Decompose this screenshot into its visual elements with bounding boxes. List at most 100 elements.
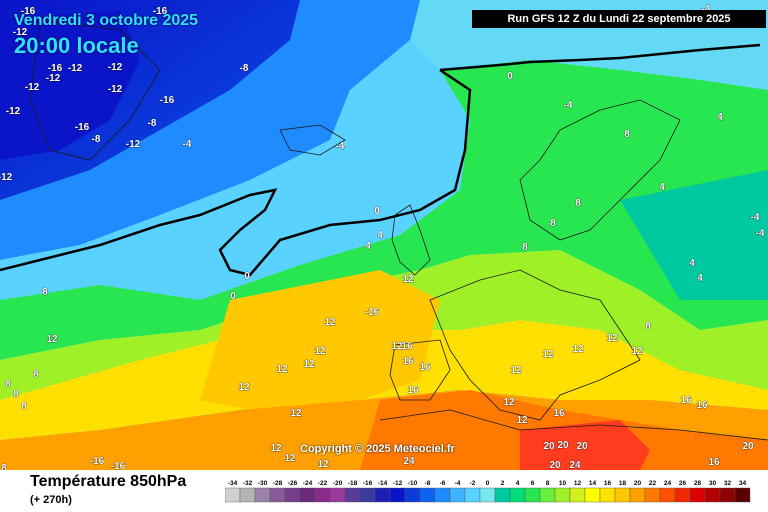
isotherm-label: 8 [1, 463, 7, 470]
isotherm-label: -16 [365, 307, 380, 318]
scale-swatch [719, 487, 736, 503]
scale-swatch [299, 487, 316, 503]
isotherm-label: 8 [575, 198, 581, 209]
isotherm-labels: -16 -16-12-16 -12 -12 -8-12-12 -12-16-12-8-16… [0, 4, 765, 470]
isotherm-label: 12 [402, 274, 414, 285]
forecast-lead: (+ 270h) [30, 494, 72, 506]
scale-label: 0 [486, 480, 490, 487]
scale-label: -2 [470, 480, 476, 487]
scale-label: -16 [363, 480, 373, 487]
isotherm-label: -12 [6, 106, 21, 117]
isotherm-label: 0 [230, 291, 236, 302]
coastline-europe [429, 269, 641, 421]
valid-time: 20:00 locale [14, 33, 139, 58]
scale-swatch [449, 487, 466, 503]
scale-swatch [614, 487, 631, 503]
isotherm-label: 12 [324, 317, 336, 328]
isotherm-label: 0 [507, 71, 513, 82]
scale-label: 26 [679, 480, 687, 487]
scale-label: -8 [425, 480, 431, 487]
red-zone [520, 420, 650, 470]
scale-swatch [225, 487, 241, 503]
scale-label: -14 [378, 480, 388, 487]
scale-swatch [599, 487, 616, 503]
scale-swatch [404, 487, 421, 503]
isotherm-label: 12 [516, 415, 528, 426]
isotherm-label: 16 [407, 385, 419, 396]
scale-label: -10 [408, 480, 418, 487]
scale-swatch [584, 487, 601, 503]
scale-label: -26 [288, 480, 298, 487]
isotherm-label: -12 [13, 27, 28, 38]
scale-label: 32 [724, 480, 732, 487]
isotherm-label: 4 [365, 241, 371, 252]
isotherm-label: 12 [503, 397, 515, 408]
very-cold-zone [0, 10, 140, 160]
scale-label: 12 [574, 480, 582, 487]
coastline-britain [391, 204, 431, 276]
isotherm-label: 20 [549, 460, 561, 470]
isotherm-label: -4 [183, 139, 192, 150]
scale-swatch [269, 487, 286, 503]
temperature-map: -16 -16-12-16 -12 -12 -8-12-12 -12-16-12-8-16… [0, 0, 768, 470]
cyan-band-atlantic [0, 40, 470, 300]
scale-label: 28 [694, 480, 702, 487]
scale-label: 10 [559, 480, 567, 487]
isotherm-label: -4 [564, 100, 573, 111]
scale-label: -24 [303, 480, 313, 487]
coastline-greenland [29, 19, 161, 161]
scale-label: -18 [348, 480, 358, 487]
scale-swatch [329, 487, 346, 503]
scale-swatch [659, 487, 676, 503]
isotherm-label: 20 [543, 441, 555, 452]
scale-label: -28 [273, 480, 283, 487]
isotherm-label: 8 [624, 129, 630, 140]
scale-label: 30 [709, 480, 717, 487]
isotherm-label: -4 [756, 228, 765, 239]
scale-swatch [239, 487, 256, 503]
isotherm-label: 20 [576, 441, 588, 452]
scale-swatch [419, 487, 436, 503]
scale-swatch [359, 487, 376, 503]
isotherm-label: 16 [419, 362, 431, 373]
scale-label: 34 [739, 480, 747, 487]
isotherm-label: -12 [0, 172, 13, 183]
isotherm-label: -12 [108, 62, 123, 73]
coastline-africa [379, 409, 768, 441]
isotherm-label: -16 [111, 461, 126, 470]
scale-label: -20 [333, 480, 343, 487]
scale-swatch [479, 487, 496, 503]
scale-swatch [629, 487, 646, 503]
isotherm-label: -16 [153, 6, 168, 17]
isotherm-label: 8 [645, 321, 651, 332]
scale-label: 2 [501, 480, 505, 487]
isotherm-label: 12 [284, 453, 296, 464]
isotherm-label: 12 [238, 382, 250, 393]
isotherm-label: -4 [751, 212, 760, 223]
isotherm-label: -16 [21, 6, 36, 17]
valid-date: Vendredi 3 octobre 2025 [14, 12, 199, 29]
copyright-notice: Copyright © 2025 Meteociel.fr [300, 443, 455, 455]
yellow-zone-africa [200, 270, 440, 420]
isotherm-label: 12 [631, 346, 643, 357]
isotherm-label: -8 [92, 134, 101, 145]
scale-label: 20 [634, 480, 642, 487]
scale-swatch [554, 487, 571, 503]
isotherm-label: 12 [303, 359, 315, 370]
isotherm-label: 12 [606, 333, 618, 344]
scale-swatch [569, 487, 586, 503]
isotherm-label: -12 [126, 139, 141, 150]
isotherm-label: 0 [244, 271, 250, 282]
isotherm-label: 4 [717, 112, 723, 123]
isotherm-label: -16 [48, 63, 63, 74]
scale-swatch [494, 487, 511, 503]
scale-label: 6 [531, 480, 535, 487]
isotherm-label: 16 [696, 400, 708, 411]
scale-label: 14 [589, 480, 597, 487]
scale-label: -30 [258, 480, 268, 487]
isotherm-label: 8 [13, 389, 19, 400]
isotherm-label: 24 [569, 460, 581, 470]
isotherm-label: -16 [160, 95, 175, 106]
isotherm-label: -12 [25, 82, 40, 93]
